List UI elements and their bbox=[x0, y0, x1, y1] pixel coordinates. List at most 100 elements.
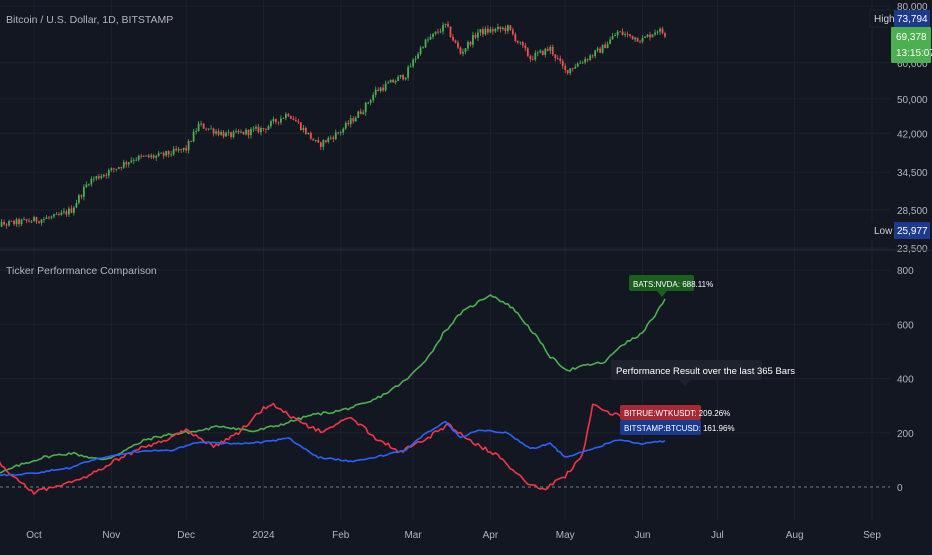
candle-body bbox=[235, 130, 237, 132]
candle-body bbox=[142, 156, 145, 157]
candle-body bbox=[579, 62, 582, 64]
candle-body bbox=[384, 83, 387, 91]
candle-body bbox=[28, 220, 30, 222]
candle-body bbox=[639, 41, 641, 43]
candle-body bbox=[289, 116, 292, 119]
candle-body bbox=[167, 150, 170, 155]
candle-body bbox=[312, 138, 315, 141]
candle-body bbox=[0, 221, 3, 227]
candle-body bbox=[210, 128, 212, 130]
candle-body bbox=[137, 155, 140, 160]
candle-body bbox=[584, 59, 587, 63]
candle-body bbox=[319, 142, 322, 147]
candle-body bbox=[287, 114, 290, 117]
candle-body bbox=[197, 123, 200, 132]
candle-body bbox=[50, 216, 53, 218]
candle-body bbox=[30, 221, 33, 223]
candle-body bbox=[260, 127, 262, 133]
candle-body bbox=[429, 36, 432, 40]
candle-body bbox=[631, 35, 634, 40]
candle-body bbox=[77, 195, 80, 203]
candle-body bbox=[240, 131, 242, 133]
candle-body bbox=[377, 89, 380, 92]
candle-body bbox=[531, 58, 534, 60]
candle-body bbox=[225, 132, 227, 137]
candle-body bbox=[487, 28, 489, 33]
candle-body bbox=[459, 47, 462, 54]
candle-body bbox=[591, 55, 594, 57]
candle-body bbox=[140, 155, 143, 157]
candle-body bbox=[664, 33, 666, 37]
price-y-tick-label: 34,500 bbox=[897, 168, 928, 179]
candle-body bbox=[87, 184, 90, 186]
candle-body bbox=[252, 128, 255, 130]
candle-body bbox=[200, 123, 203, 125]
candle-body bbox=[352, 118, 355, 122]
candle-body bbox=[40, 219, 43, 223]
candle-body bbox=[387, 82, 390, 84]
performance-y-tick-label: 600 bbox=[897, 320, 914, 331]
candle-body bbox=[8, 220, 10, 226]
candle-body bbox=[389, 79, 392, 83]
candle-body bbox=[132, 160, 135, 161]
candle-body bbox=[596, 48, 599, 51]
candle-body bbox=[616, 31, 619, 36]
candle-body bbox=[492, 29, 494, 32]
candle-body bbox=[322, 140, 325, 147]
candle-body bbox=[237, 130, 240, 133]
candle-body bbox=[467, 42, 469, 49]
candle-body bbox=[115, 168, 118, 170]
candle-body bbox=[521, 41, 524, 46]
candle-body bbox=[571, 68, 574, 70]
candle-body bbox=[611, 36, 614, 40]
candle-body bbox=[556, 58, 559, 59]
candle-body bbox=[504, 27, 507, 32]
candle-body bbox=[215, 131, 217, 134]
time-axis[interactable]: Oct Nov Dec 2024 Feb Mar Apr May Jun Jul Aug Sep bbox=[26, 530, 881, 541]
candle-body bbox=[297, 121, 300, 123]
candle-body bbox=[369, 100, 372, 103]
candle-body bbox=[501, 27, 504, 30]
candle-body bbox=[541, 50, 544, 55]
performance-y-tick-label: 400 bbox=[897, 375, 914, 386]
candle-body bbox=[127, 162, 130, 165]
candle-body bbox=[58, 214, 60, 215]
candle-body bbox=[452, 37, 454, 41]
candle-body bbox=[496, 26, 499, 30]
x-tick-label: Apr bbox=[483, 530, 499, 541]
candle-body bbox=[337, 132, 340, 134]
candle-body bbox=[147, 155, 150, 158]
candle-body bbox=[372, 94, 375, 101]
candle-body bbox=[434, 31, 437, 34]
candle-body bbox=[417, 54, 419, 59]
candle-body bbox=[646, 34, 649, 37]
candle-body bbox=[477, 32, 479, 38]
candle-body bbox=[414, 58, 417, 60]
candle-body bbox=[304, 127, 307, 134]
candle-body bbox=[5, 224, 8, 226]
candle-body bbox=[232, 131, 235, 137]
last-price-countdown: 13:15:07 bbox=[896, 48, 932, 59]
candle-body bbox=[409, 66, 412, 68]
candle-body bbox=[342, 128, 345, 133]
candle-body bbox=[15, 219, 18, 225]
candle-body bbox=[317, 139, 320, 143]
candle-body bbox=[472, 34, 474, 45]
low-badge: Low 25,977 bbox=[870, 222, 930, 239]
candle-body bbox=[399, 75, 402, 77]
performance-y-axis[interactable]: 800 600 400 200 0 bbox=[897, 266, 914, 494]
candle-body bbox=[195, 131, 198, 132]
candle-body bbox=[581, 62, 584, 64]
candle-body bbox=[202, 123, 205, 129]
nvda-end-label: BATS:NVDA: 688.11% bbox=[629, 275, 713, 297]
candle-body bbox=[422, 47, 424, 49]
candle-body bbox=[152, 155, 155, 158]
candle-body bbox=[586, 59, 589, 60]
candle-body bbox=[654, 32, 656, 35]
candle-body bbox=[634, 37, 636, 40]
candle-body bbox=[569, 68, 572, 74]
performance-pane[interactable]: Ticker Performance Comparison 800 600 400 2… bbox=[0, 265, 914, 495]
